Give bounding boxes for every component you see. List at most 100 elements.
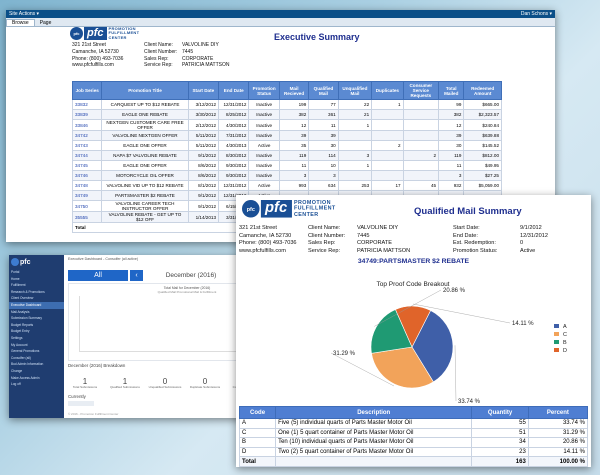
pie-leader-line — [374, 289, 442, 327]
dashboard-logo: pfc — [9, 255, 64, 269]
table-cell: 9/1/2012 — [187, 200, 220, 212]
col-header[interactable]: Start Date — [187, 81, 220, 100]
col-header[interactable]: Qualified Mail — [308, 81, 339, 100]
job-series-link[interactable]: 34744 — [71, 150, 103, 161]
job-series-link[interactable]: 34742 — [71, 130, 103, 141]
table-cell: 30 — [308, 140, 339, 151]
col-header-percent[interactable]: Percent — [527, 406, 589, 419]
col-header[interactable]: End Date — [218, 81, 250, 100]
job-series-link[interactable]: 35555 — [71, 211, 103, 223]
job-series-link[interactable]: 33832 — [71, 99, 103, 110]
table-cell: 119 — [278, 150, 310, 161]
stat-label: Duplicate Submissions — [189, 385, 221, 389]
job-series-link[interactable]: 33846 — [71, 119, 103, 131]
tab-browse[interactable]: Browse — [6, 19, 35, 26]
tab-page[interactable]: Page — [39, 20, 52, 26]
table-cell: 4/30/2012 — [218, 119, 250, 131]
sidebar-item[interactable]: Fulfillment — [11, 283, 26, 288]
col-header[interactable]: Promotion Status — [248, 81, 280, 100]
col-header[interactable]: Unqualified Mail — [337, 81, 373, 100]
table-cell: 21 — [337, 109, 373, 120]
job-series-link[interactable]: 33839 — [71, 109, 103, 120]
table-row: 34743 EAGLE ONE OFFER 5/11/2012 4/30/2013 Ac… — [71, 140, 502, 151]
table-cell — [402, 160, 440, 171]
job-series-link[interactable]: 34743 — [71, 140, 103, 151]
pfc-wordmark: pfc — [84, 27, 107, 41]
sidebar-item[interactable]: Log off — [11, 382, 21, 387]
promotion-heading: 34749:PARTSMASTER $2 REBATE — [357, 258, 470, 265]
job-series-link[interactable]: 34746 — [71, 170, 103, 181]
job-series-link[interactable]: 34745 — [71, 160, 103, 171]
sidebar-item[interactable]: Executive Dashboard — [9, 301, 64, 309]
table-row: 34746 MOTORCYCLE OIL OFFER 8/6/2012 9/30/20… — [71, 170, 502, 181]
sidebar-item[interactable]: Change — [11, 368, 23, 373]
job-series-link[interactable]: 34748 — [71, 180, 103, 191]
all-button[interactable]: All — [68, 270, 128, 281]
sidebar-item[interactable]: Home — [11, 276, 20, 281]
table-cell: $639.88 — [463, 130, 502, 141]
job-series-link[interactable]: 34749 — [71, 190, 103, 201]
table-cell: 3/12/2012 — [187, 99, 220, 110]
site-actions-menu[interactable]: Site Actions ▾ — [9, 11, 40, 17]
job-series-link[interactable]: 34750 — [71, 200, 103, 212]
table-cell: 1/14/2013 — [187, 211, 220, 223]
pie-slice-label: 14.11 % — [512, 321, 534, 327]
table-cell: One (1) 5 quart container of Parts Maste… — [275, 427, 473, 439]
pie-slice-d — [395, 305, 432, 348]
table-cell — [402, 119, 440, 131]
col-header[interactable]: Mail Recieved — [278, 81, 310, 100]
chart-title: Top Proof Code Breakout — [377, 281, 450, 288]
dashboard-footer: © 2016 - Promotion Fulfillment Center — [68, 412, 119, 416]
prev-month-button[interactable]: ‹ — [130, 270, 143, 281]
col-header[interactable]: Duplicates — [371, 81, 404, 100]
company-address: 321 21st Street Camanche, IA 52730 Phone:… — [72, 42, 124, 69]
col-header[interactable]: Redeemed Amount — [463, 81, 502, 100]
table-cell — [371, 150, 404, 161]
col-header[interactable]: Promotion Title — [101, 81, 189, 100]
table-cell: 5/11/2012 — [187, 130, 220, 141]
sidebar-item[interactable]: My Account — [11, 342, 28, 347]
qualified-mail-summary-window: pfc pfc PROMOTION FULFILLMENT CENTER Quali… — [236, 195, 591, 467]
col-header[interactable]: Consumer Service Requests — [402, 81, 440, 100]
table-cell: 55 — [471, 418, 529, 429]
table-row: C One (1) 5 quart container of Parts Mast… — [238, 427, 589, 439]
stat-value: 0 — [162, 377, 168, 386]
col-header-description[interactable]: Description — [275, 406, 473, 419]
sidebar-item[interactable]: Portal — [11, 270, 20, 274]
table-cell: 45 — [402, 180, 440, 191]
table-total-row: Total 163 100.00 % — [238, 456, 589, 467]
sidebar-item[interactable]: Budget Reports — [11, 322, 34, 327]
table-cell — [337, 170, 373, 181]
col-header[interactable]: Total Mailed — [438, 81, 465, 100]
table-cell: 11 — [438, 160, 465, 171]
sidebar-item[interactable]: Client Overview — [11, 296, 34, 301]
sidebar-item[interactable]: Submission Summary — [11, 316, 42, 321]
table-cell: VALVOLINE REBATE - GET UP TO $12 OFF — [101, 211, 189, 223]
sidebar-item[interactable]: Make Access Admin — [11, 375, 40, 380]
stat-label: Unqualified Submissions — [148, 385, 182, 389]
pie-slice-c — [371, 346, 434, 389]
table-cell: 11 — [308, 119, 339, 131]
table-cell: Two (2) 5 quart container of Parts Maste… — [275, 446, 473, 458]
sidebar-item[interactable]: General Promotions — [11, 349, 40, 354]
client-labels: Client Name: Client Number: Sales Rep: Ser… — [144, 42, 178, 69]
table-cell: 3 — [308, 170, 339, 181]
col-header-quantity[interactable]: Quantity — [471, 406, 529, 419]
col-header-code[interactable]: Code — [238, 406, 277, 419]
table-cell: 34 — [471, 437, 529, 448]
sidebar-item[interactable]: Mail Analysis — [11, 309, 30, 314]
stat-value: 0 — [202, 377, 208, 386]
col-header[interactable]: Job Series — [71, 81, 103, 100]
table-cell: 4/30/2013 — [218, 140, 250, 151]
table-cell: EAGLE ONE REBATE — [101, 109, 189, 120]
user-menu[interactable]: Dan Schons ▾ — [520, 11, 552, 17]
table-cell: EAGLE ONE OFFER — [101, 140, 189, 151]
sidebar-item[interactable]: Budget Entry — [11, 329, 30, 334]
table-cell: 2 — [402, 150, 440, 161]
sidebar-item[interactable]: Settings — [11, 335, 23, 340]
stat-label: Qualified Submissions — [110, 385, 140, 389]
table-cell: 100.00 % — [527, 456, 589, 467]
sidebar-item[interactable]: Bud Admin Information — [11, 362, 44, 367]
sidebar-item[interactable]: Research & Promotions — [11, 289, 45, 294]
sidebar-item[interactable]: Consolfer (all) — [11, 355, 31, 360]
